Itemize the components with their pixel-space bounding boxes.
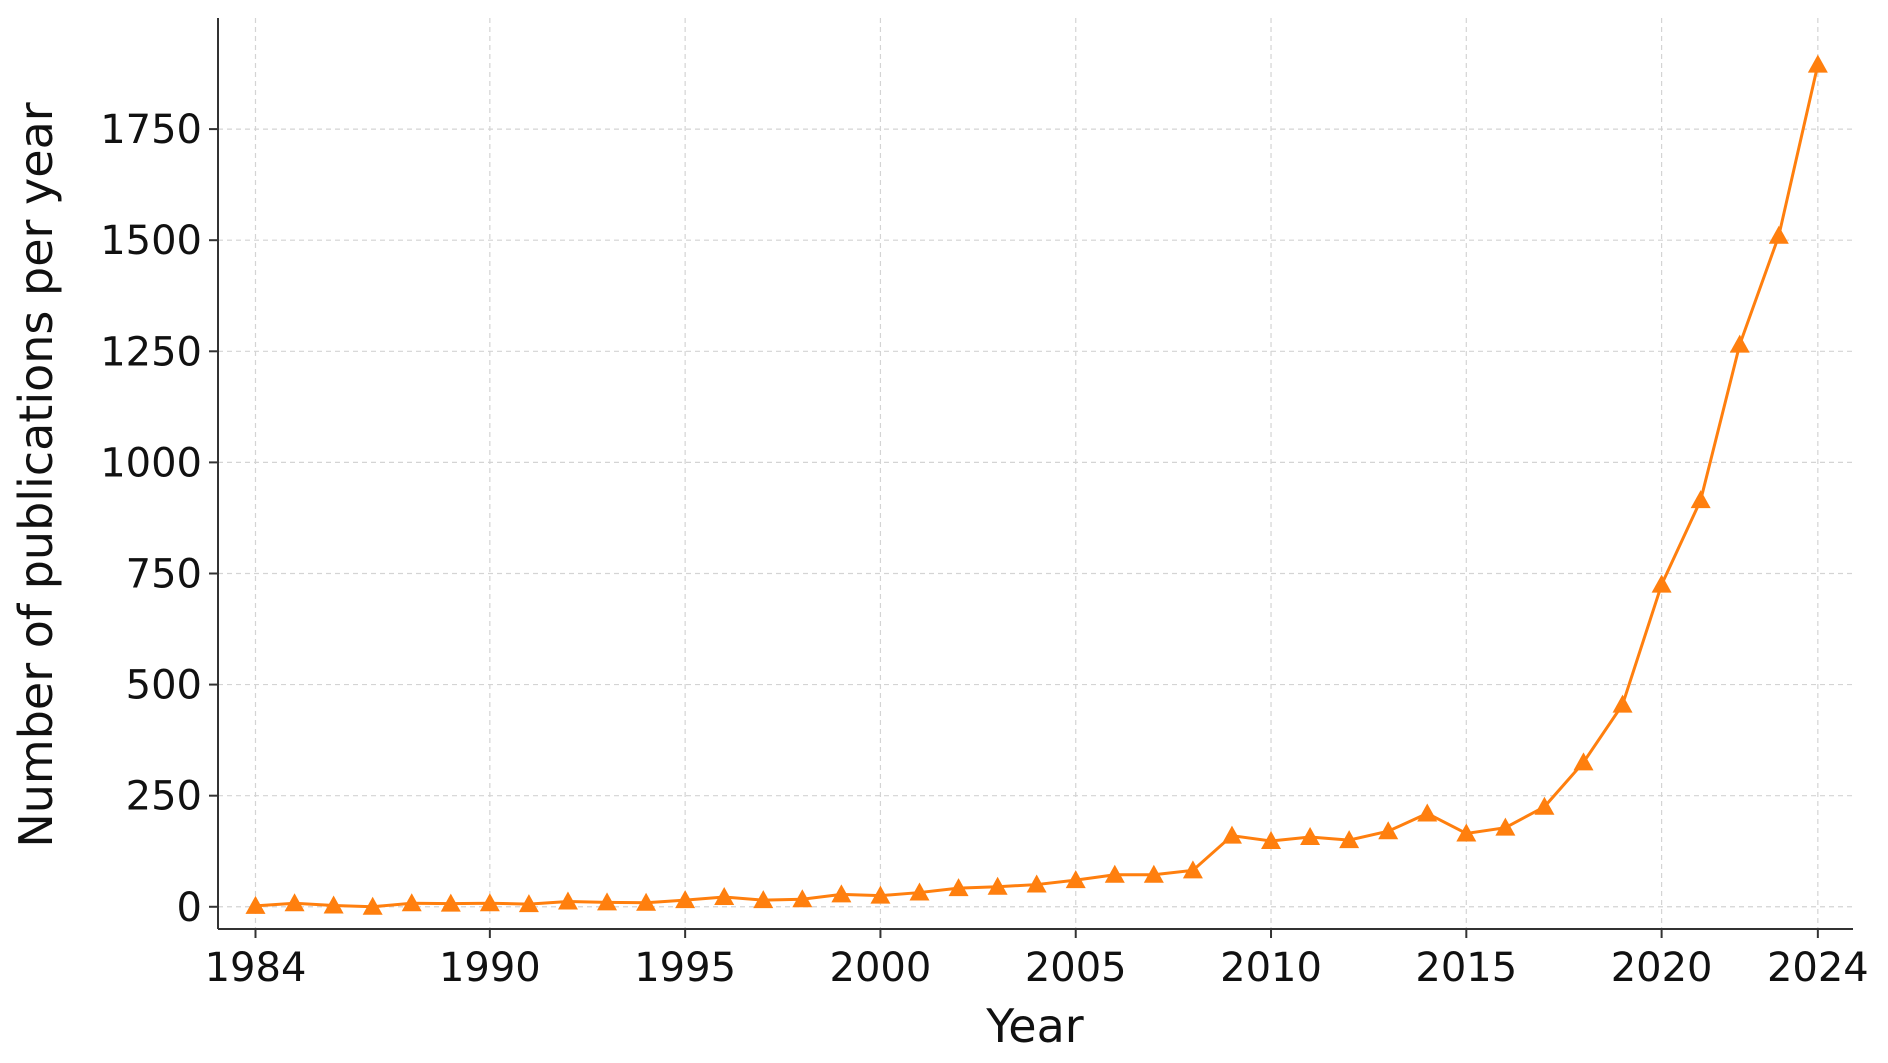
x-tick-label: 1984 (205, 945, 307, 991)
data-point (1612, 694, 1633, 713)
data-point (636, 892, 657, 911)
data-point (675, 890, 696, 909)
data-point (479, 893, 500, 912)
y-tick-label: 1250 (100, 329, 202, 375)
data-point (1143, 864, 1164, 883)
data-point (948, 878, 969, 897)
data-point (323, 895, 344, 914)
x-tick-label: 2005 (1025, 945, 1127, 991)
data-point (1495, 817, 1516, 836)
x-tick-label: 2000 (830, 945, 932, 991)
y-tick-label: 1750 (100, 107, 202, 153)
data-point (1300, 827, 1321, 846)
data-point (1729, 334, 1750, 353)
data-point (792, 889, 813, 908)
y-tick-label: 500 (126, 663, 202, 709)
x-tick-label: 2020 (1611, 945, 1713, 991)
data-point (1807, 54, 1828, 73)
x-tick-label: 1990 (439, 945, 541, 991)
data-point (987, 876, 1008, 895)
data-point (284, 893, 305, 912)
x-tick-label: 1995 (634, 945, 736, 991)
y-tick-label: 1500 (100, 218, 202, 264)
y-tick-label: 250 (126, 774, 202, 820)
x-tick-label: 2010 (1220, 945, 1322, 991)
data-point (1261, 831, 1282, 850)
data-point (1651, 574, 1672, 593)
y-tick-label: 750 (126, 551, 202, 597)
data-point (831, 884, 852, 903)
data-point (1182, 860, 1203, 879)
y-tick-label: 1000 (100, 440, 202, 486)
data-point (1417, 803, 1438, 822)
data-point (1339, 830, 1360, 849)
data-point (1690, 490, 1711, 509)
data-point (753, 890, 774, 909)
data-point (1104, 864, 1125, 883)
data-point (245, 895, 266, 914)
x-tick-label: 2015 (1415, 945, 1517, 991)
data-point (362, 896, 383, 915)
x-axis-label: Year (985, 999, 1083, 1053)
y-axis-label: Number of publications per year (9, 102, 63, 847)
data-point (1378, 821, 1399, 840)
data-point (1573, 752, 1594, 771)
data-point (440, 893, 461, 912)
data-point (557, 891, 578, 910)
data-point (909, 882, 930, 901)
data-point (1065, 870, 1086, 889)
data-point (1456, 823, 1477, 842)
data-point (518, 894, 539, 913)
y-tick-label: 0 (177, 885, 202, 931)
data-point (1768, 225, 1789, 244)
data-point (401, 893, 422, 912)
data-point (597, 892, 618, 911)
x-tick-label: 2024 (1767, 945, 1869, 991)
data-point (1221, 825, 1242, 844)
data-point (1026, 874, 1047, 893)
data-point (870, 885, 891, 904)
data-point (714, 887, 735, 906)
data-point (1534, 796, 1555, 815)
